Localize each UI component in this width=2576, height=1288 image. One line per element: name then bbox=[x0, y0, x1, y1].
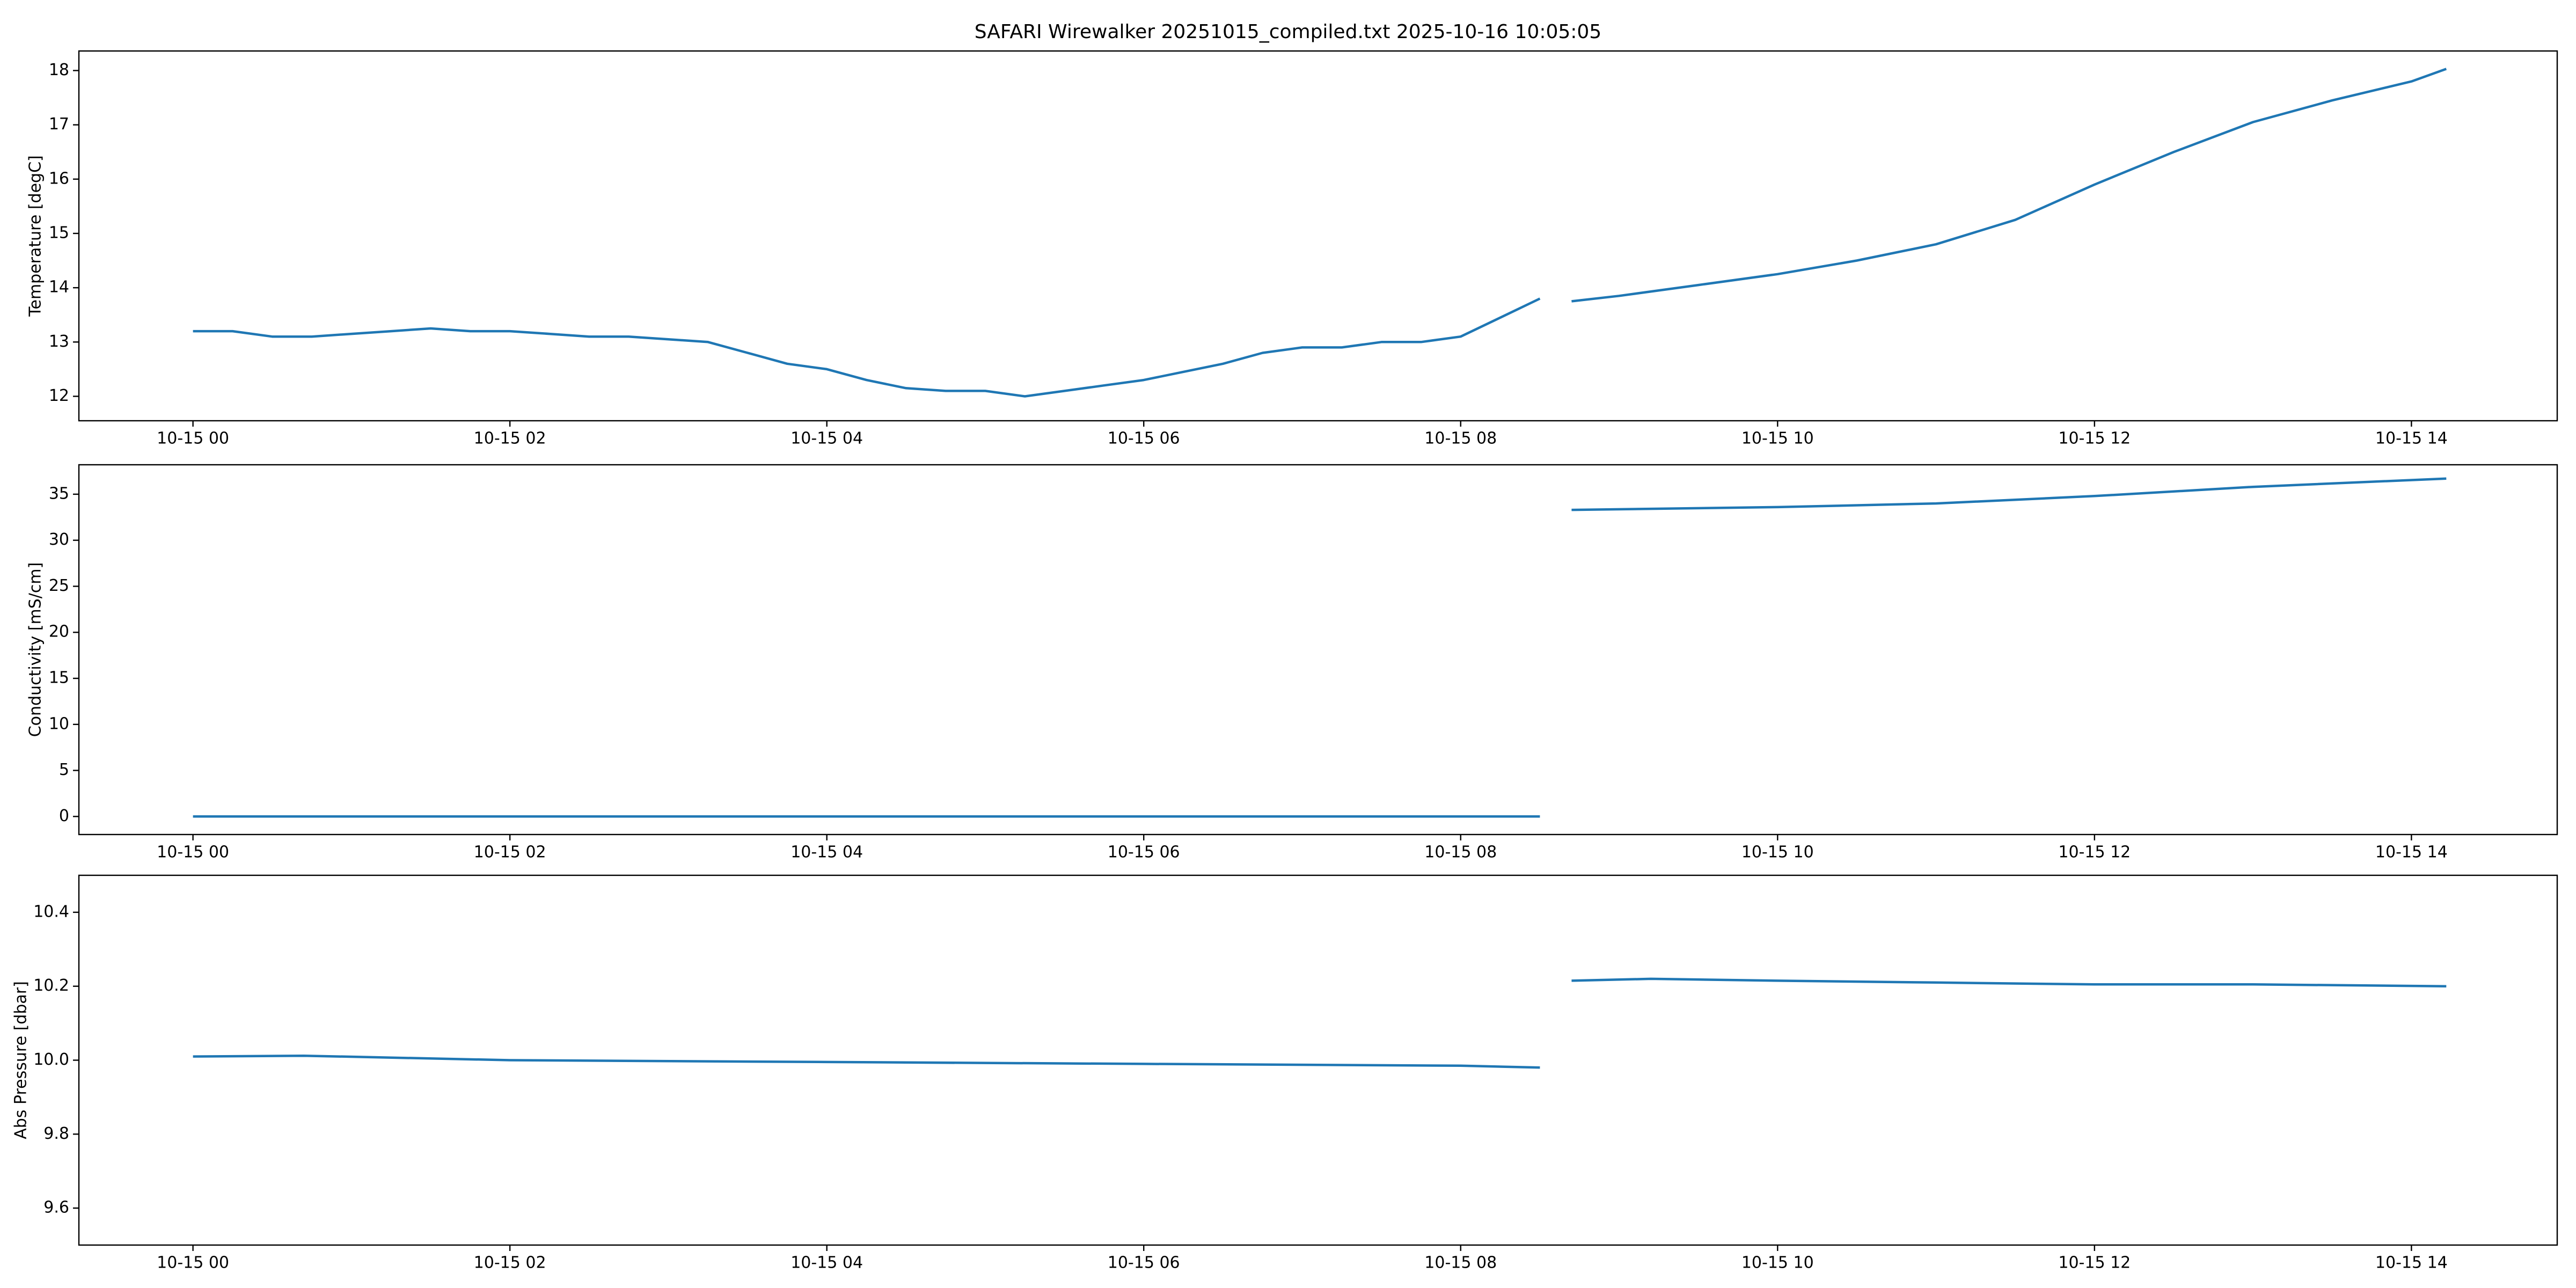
y-tick-label: 20 bbox=[49, 623, 69, 641]
figure-title: SAFARI Wirewalker 20251015_compiled.txt … bbox=[975, 21, 1601, 43]
x-tick-label: 10-15 00 bbox=[157, 1254, 229, 1272]
y-tick-label: 9.8 bbox=[43, 1124, 69, 1143]
x-tick-label: 10-15 08 bbox=[1424, 429, 1497, 448]
y-tick-label: 12 bbox=[49, 386, 69, 405]
x-tick-label: 10-15 14 bbox=[2375, 429, 2448, 448]
axes-frame bbox=[78, 464, 2558, 836]
x-tick-label: 10-15 02 bbox=[474, 429, 546, 448]
x-tick-label: 10-15 08 bbox=[1424, 843, 1497, 862]
y-axis-label: Abs Pressure [dbar] bbox=[12, 981, 31, 1139]
x-tick-label: 10-15 02 bbox=[474, 1254, 546, 1272]
x-tick-label: 10-15 14 bbox=[2375, 843, 2448, 862]
y-tick-label: 13 bbox=[49, 332, 69, 351]
x-tick-label: 10-15 12 bbox=[2058, 1254, 2131, 1272]
axes-frame bbox=[78, 874, 2558, 1246]
y-tick-label: 25 bbox=[49, 576, 69, 595]
x-tick-label: 10-15 06 bbox=[1108, 429, 1180, 448]
x-tick-label: 10-15 12 bbox=[2058, 429, 2131, 448]
y-tick-label: 0 bbox=[59, 807, 69, 825]
x-tick-label: 10-15 02 bbox=[474, 843, 546, 862]
y-tick-label: 15 bbox=[49, 223, 69, 242]
data-line bbox=[193, 977, 2447, 1069]
x-tick-label: 10-15 10 bbox=[1741, 1254, 1814, 1272]
y-tick-label: 10.4 bbox=[33, 902, 69, 921]
x-tick-label: 10-15 04 bbox=[791, 1254, 863, 1272]
x-tick-label: 10-15 10 bbox=[1741, 429, 1814, 448]
y-tick-label: 14 bbox=[49, 278, 69, 297]
y-tick-label: 9.6 bbox=[43, 1198, 69, 1217]
y-tick-label: 18 bbox=[49, 61, 69, 79]
y-axis-label: Temperature [degC] bbox=[26, 155, 45, 317]
x-tick-label: 10-15 06 bbox=[1108, 843, 1180, 862]
x-tick-label: 10-15 08 bbox=[1424, 1254, 1497, 1272]
y-axis-label: Conductivity [mS/cm] bbox=[26, 562, 45, 737]
x-tick-label: 10-15 04 bbox=[791, 843, 863, 862]
x-tick-label: 10-15 00 bbox=[157, 843, 229, 862]
y-tick-label: 35 bbox=[49, 484, 69, 503]
axes-frame bbox=[78, 50, 2558, 422]
y-tick-label: 17 bbox=[49, 115, 69, 134]
y-tick-label: 15 bbox=[49, 669, 69, 687]
x-tick-label: 10-15 10 bbox=[1741, 843, 1814, 862]
x-tick-label: 10-15 06 bbox=[1108, 1254, 1180, 1272]
x-tick-label: 10-15 12 bbox=[2058, 843, 2131, 862]
y-tick-label: 16 bbox=[49, 169, 69, 188]
y-tick-label: 10.0 bbox=[33, 1050, 69, 1069]
data-line bbox=[193, 68, 2447, 398]
y-tick-label: 5 bbox=[59, 760, 69, 779]
x-tick-label: 10-15 14 bbox=[2375, 1254, 2448, 1272]
x-tick-label: 10-15 00 bbox=[157, 429, 229, 448]
y-tick-label: 10.2 bbox=[33, 976, 69, 995]
data-line bbox=[193, 477, 2447, 818]
y-tick-label: 30 bbox=[49, 530, 69, 549]
y-tick-label: 10 bbox=[49, 714, 69, 733]
x-tick-label: 10-15 04 bbox=[791, 429, 863, 448]
